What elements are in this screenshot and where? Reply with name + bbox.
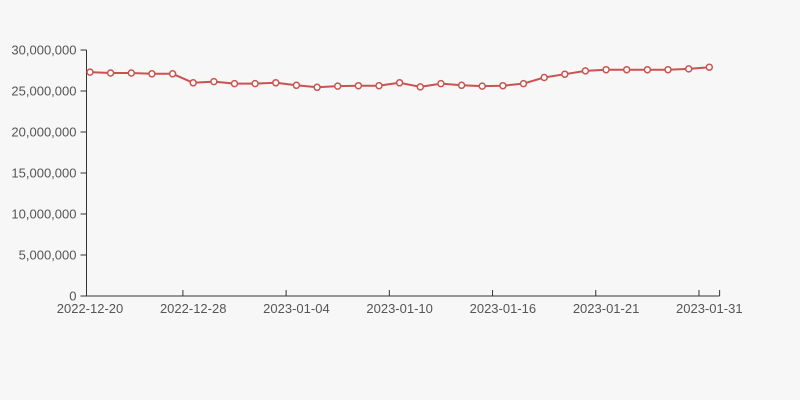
data-point[interactable] (333, 82, 342, 90)
x-axis-tick-label: 2023-01-21 (573, 301, 640, 316)
data-point[interactable] (251, 79, 259, 88)
data-point[interactable] (272, 79, 280, 87)
data-point[interactable] (499, 81, 507, 90)
x-axis-tick-label: 2023-01-31 (676, 301, 743, 316)
data-point[interactable] (540, 73, 548, 82)
data-point[interactable] (86, 68, 94, 76)
data-point[interactable] (457, 81, 466, 90)
y-axis-tick-label: 0 (69, 289, 76, 304)
data-point[interactable] (437, 79, 445, 88)
data-point[interactable] (210, 77, 218, 86)
data-point[interactable] (561, 70, 569, 78)
x-axis-tick-label: 2023-01-16 (470, 301, 537, 316)
data-point[interactable] (643, 65, 652, 74)
data-point[interactable] (354, 81, 363, 90)
data-point[interactable] (189, 79, 197, 87)
y-axis-tick-label: 30,000,000 (11, 43, 76, 58)
data-point[interactable] (705, 63, 714, 71)
data-point[interactable] (168, 70, 177, 78)
data-point[interactable] (292, 81, 301, 90)
y-axis-tick-label: 10,000,000 (11, 207, 76, 222)
data-point[interactable] (622, 65, 631, 74)
data-point[interactable] (664, 65, 672, 74)
y-axis-tick-label: 20,000,000 (11, 125, 76, 140)
data-point[interactable] (313, 83, 321, 92)
data-point[interactable] (395, 79, 404, 87)
x-axis-tick-label: 2023-01-10 (366, 301, 433, 316)
data-point[interactable] (127, 69, 136, 77)
x-axis-tick-label: 2023-01-04 (263, 301, 330, 316)
y-axis-tick-label: 25,000,000 (11, 84, 76, 99)
data-point[interactable] (148, 70, 156, 78)
data-point[interactable] (106, 69, 115, 77)
data-point[interactable] (581, 67, 590, 75)
data-point[interactable] (230, 79, 239, 88)
data-point[interactable] (602, 65, 610, 74)
data-point[interactable] (519, 79, 528, 88)
data-point[interactable] (478, 82, 486, 90)
y-axis-tick-label: 5,000,000 (19, 248, 77, 263)
y-axis-tick-label: 15,000,000 (11, 166, 76, 181)
data-point[interactable] (416, 83, 425, 91)
data-point[interactable] (375, 81, 383, 90)
x-axis-tick-label: 2022-12-28 (160, 301, 227, 316)
data-point[interactable] (684, 65, 693, 73)
x-axis-tick-label: 2022-12-20 (57, 301, 124, 316)
